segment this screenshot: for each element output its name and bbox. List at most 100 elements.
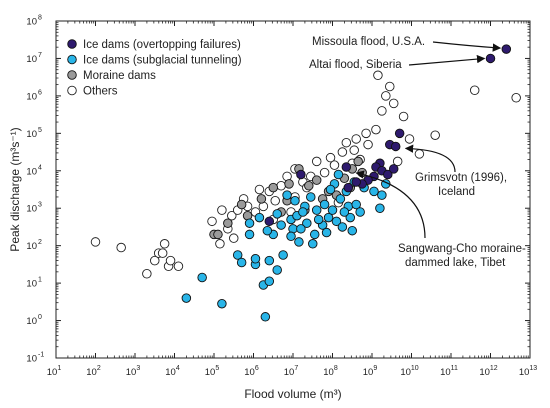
x-tick-label: 107 <box>284 365 299 378</box>
y-tick-label: 10 <box>26 316 37 327</box>
data-point <box>223 218 233 228</box>
data-point <box>323 212 334 223</box>
data-point <box>381 91 391 101</box>
annotation-arrow <box>432 41 502 52</box>
data-point <box>339 207 350 217</box>
y-tick-exponent: 8 <box>38 15 42 22</box>
y-tick-label: 10 <box>26 17 37 28</box>
data-point <box>392 156 403 167</box>
annotation-missoula: Missoula flood, U.S.A. <box>312 36 425 48</box>
data-point <box>227 210 237 221</box>
plot-frame <box>55 20 531 359</box>
legend-marker <box>67 54 77 65</box>
y-tick-label: 10 <box>26 166 37 177</box>
data-point <box>353 156 363 167</box>
y-axis-label: Peak discharge (m³s⁻¹) <box>8 127 22 251</box>
data-point <box>306 192 316 202</box>
data-point <box>343 182 354 193</box>
legend-label: Others <box>83 86 118 98</box>
data-point <box>213 229 223 240</box>
data-point <box>485 53 496 64</box>
data-point <box>270 195 280 206</box>
data-point <box>272 209 282 219</box>
legend-marker <box>67 39 77 49</box>
data-point <box>388 98 399 109</box>
annotation-arrow <box>408 54 486 66</box>
legend-label: Moraine dams <box>83 70 156 82</box>
data-point <box>244 218 255 228</box>
data-point <box>165 255 176 266</box>
x-tick-label: 1011 <box>440 365 458 378</box>
data-point <box>345 212 356 223</box>
data-point <box>197 272 207 283</box>
data-point <box>278 250 288 260</box>
data-point <box>325 152 336 163</box>
data-point <box>264 216 275 227</box>
legend-label: Ice dams (overtopping failures) <box>83 39 241 51</box>
data-point <box>347 225 358 236</box>
data-point <box>260 312 271 322</box>
data-point <box>337 222 348 232</box>
data-point <box>351 177 361 187</box>
data-point <box>369 186 379 197</box>
data-point <box>215 239 225 249</box>
data-point <box>333 169 344 180</box>
data-point <box>398 111 409 122</box>
data-point <box>250 254 261 264</box>
data-point <box>217 298 227 309</box>
data-point <box>371 124 381 135</box>
data-point <box>181 293 192 303</box>
data-point <box>284 179 294 189</box>
data-point <box>331 216 342 227</box>
y-tick-exponent: 4 <box>38 164 42 171</box>
x-tick-label: 1010 <box>400 365 418 378</box>
data-point <box>296 224 306 234</box>
data-point <box>256 194 267 204</box>
annotation-sangwang-cho: Sangwang-Cho moraine-dammed lake, Tibet <box>398 243 526 269</box>
y-tick-label: 10 <box>26 204 37 215</box>
data-point <box>319 167 330 178</box>
data-point <box>272 265 282 275</box>
data-point <box>311 205 322 215</box>
x-tick-label: 1012 <box>479 365 497 378</box>
annotation-arrow <box>355 170 426 239</box>
y-tick-label: 10 <box>26 241 37 252</box>
data-point <box>329 160 340 170</box>
data-point <box>390 141 401 152</box>
data-point <box>511 93 521 103</box>
x-tick-label: 103 <box>126 365 141 378</box>
data-point <box>159 239 170 249</box>
data-point <box>116 242 126 253</box>
data-point <box>327 205 338 215</box>
data-point <box>142 269 152 279</box>
data-point <box>383 169 393 180</box>
y-tick-label: 10 <box>26 354 37 365</box>
data-point <box>276 220 286 230</box>
data-point <box>90 237 101 247</box>
data-point <box>501 44 512 54</box>
data-point <box>217 205 227 215</box>
data-point <box>264 255 275 266</box>
data-point <box>236 199 247 210</box>
data-point <box>414 149 425 159</box>
y-tick-label: 10 <box>26 91 37 102</box>
data-point <box>404 134 415 144</box>
y-tick-exponent: 7 <box>38 52 42 59</box>
x-tick-label: 106 <box>244 365 259 378</box>
data-point <box>325 184 336 195</box>
x-tick-label: 1013 <box>519 365 537 378</box>
data-points <box>90 44 521 322</box>
legend: Ice dams (overtopping failures) Ice dams … <box>67 39 242 98</box>
legend-marker <box>67 85 77 96</box>
data-point <box>244 229 255 240</box>
data-point <box>282 190 292 200</box>
data-point <box>388 164 399 174</box>
data-point <box>228 233 239 243</box>
x-tick-label: 102 <box>86 365 101 378</box>
data-point <box>286 231 296 242</box>
legend-marker <box>67 70 77 80</box>
data-point <box>254 184 265 195</box>
annotations: Missoula flood, U.S.A. Altai flood, Siber… <box>309 36 526 269</box>
y-tick-exponent: 2 <box>38 239 42 246</box>
